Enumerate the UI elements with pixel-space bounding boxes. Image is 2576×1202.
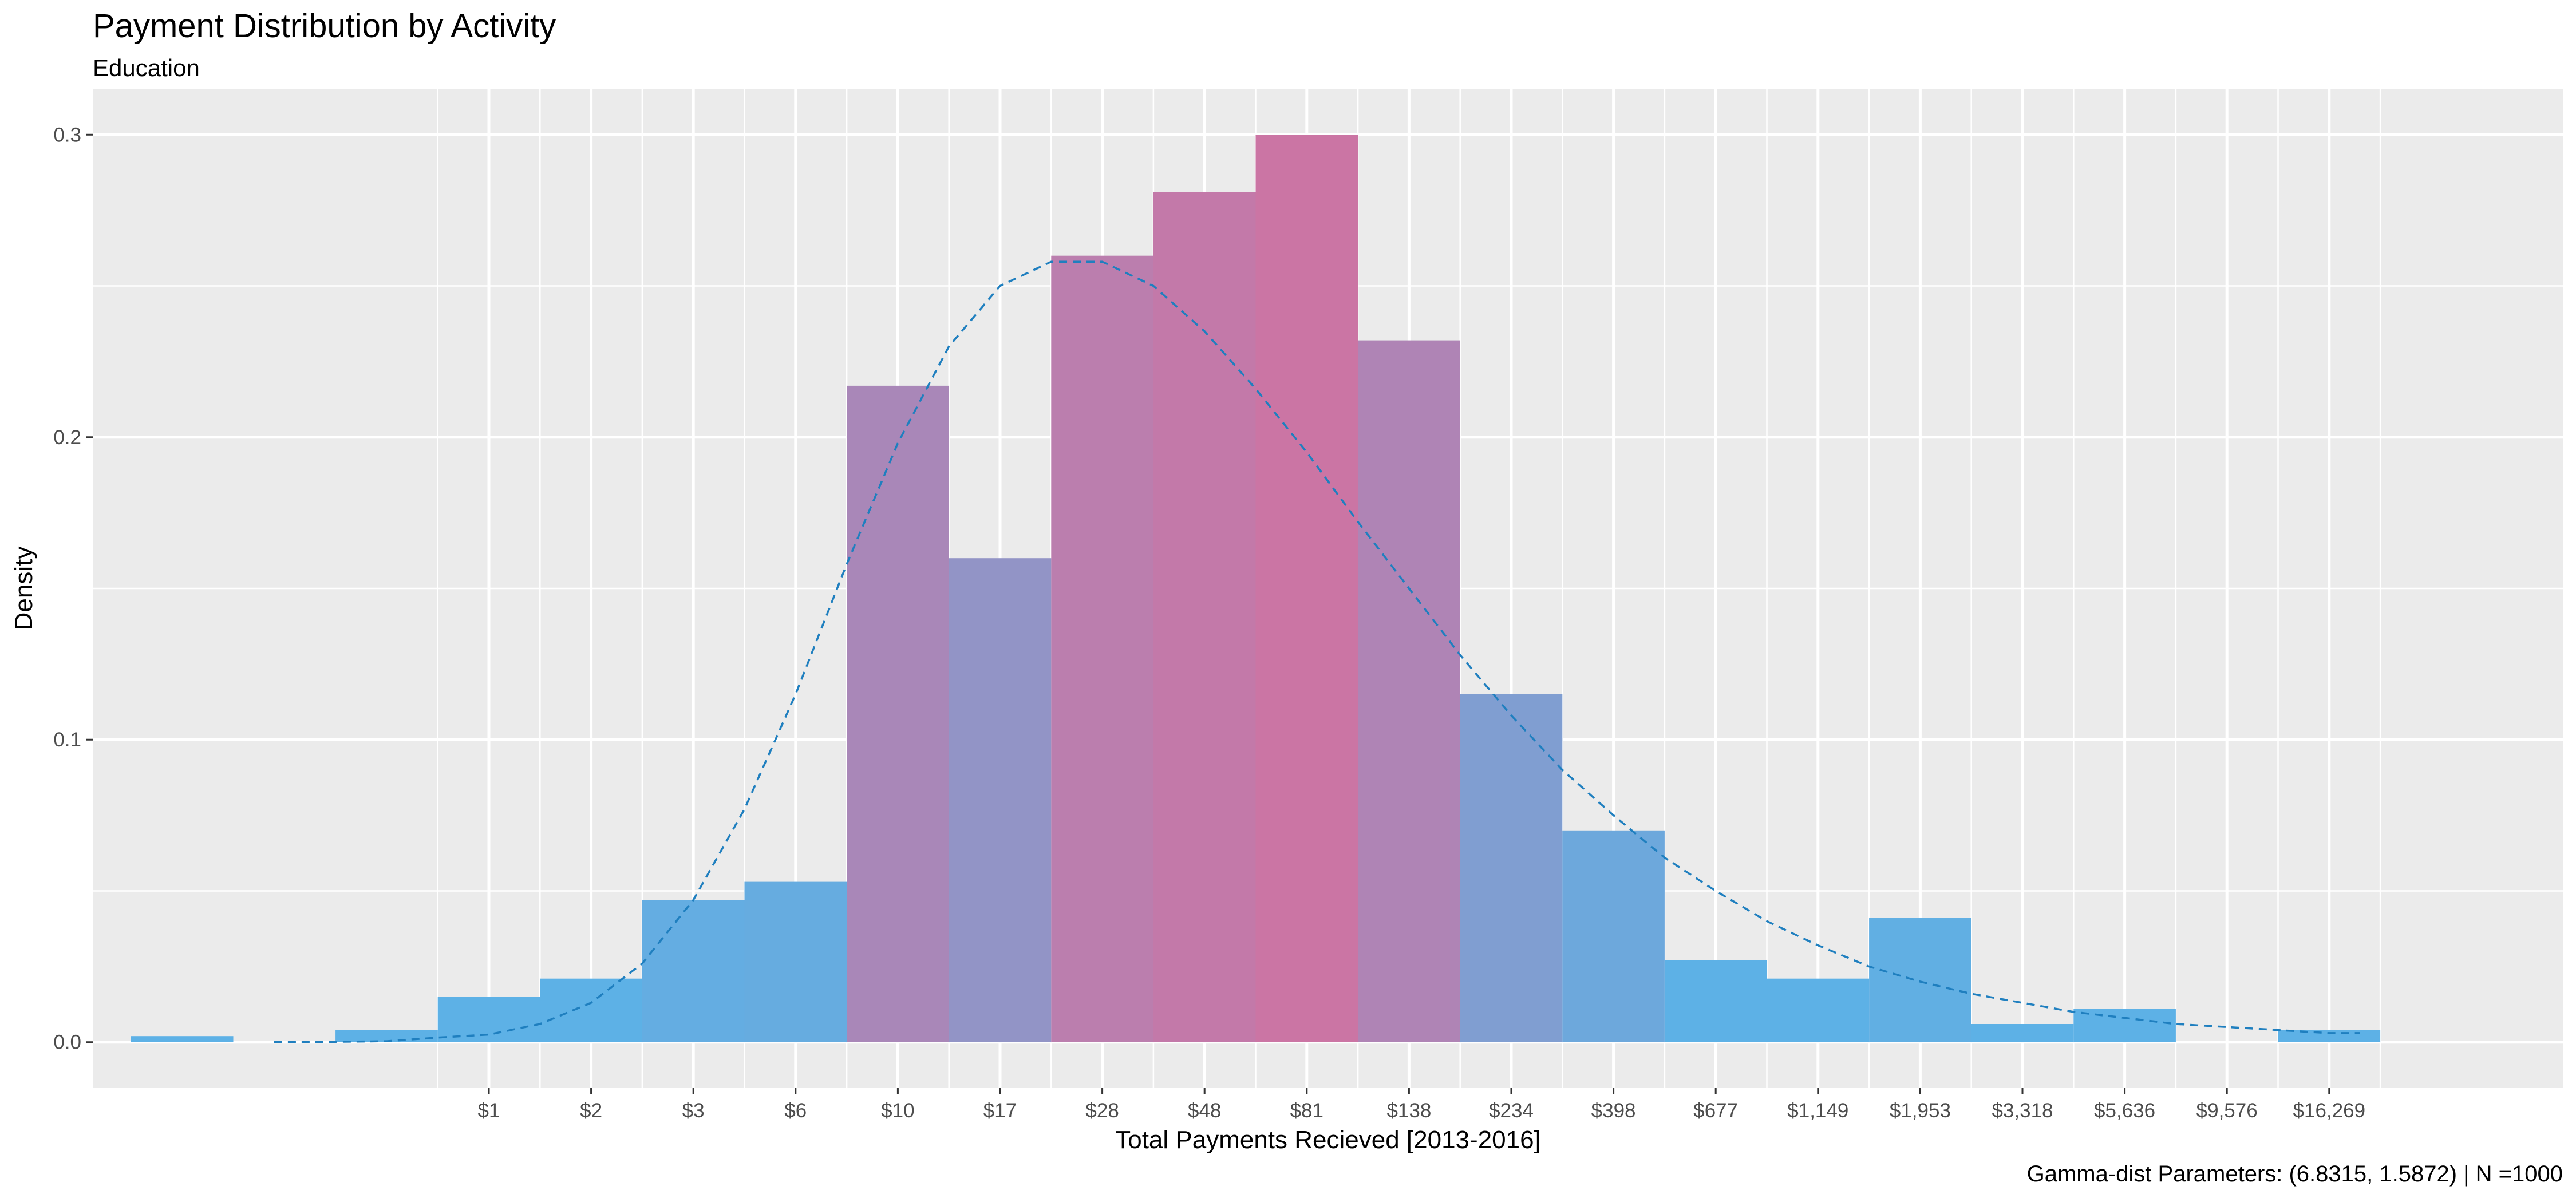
y-axis: 0.0 0.1 0.2 0.3 <box>53 124 93 1054</box>
chart-subtitle: Education <box>93 54 200 81</box>
histogram-bar <box>1869 918 1971 1042</box>
y-tick-label: 0.2 <box>53 426 81 449</box>
histogram-bar <box>949 558 1052 1042</box>
chart-title: Payment Distribution by Activity <box>93 7 556 45</box>
x-tick-label: $10 <box>881 1100 914 1122</box>
y-tick-label: 0.1 <box>53 729 81 751</box>
histogram-bar <box>642 900 745 1042</box>
histogram-bar <box>1767 978 1870 1042</box>
histogram-bar <box>131 1036 234 1042</box>
x-tick-label: $28 <box>1085 1100 1119 1122</box>
histogram-bar <box>1460 694 1563 1042</box>
y-axis-title: Density <box>10 547 38 631</box>
chart-caption: Gamma-dist Parameters: (6.8315, 1.5872) … <box>2026 1161 2563 1187</box>
x-tick-label: $16,269 <box>2293 1100 2366 1122</box>
y-tick-label: 0.0 <box>53 1031 81 1054</box>
x-tick-label: $48 <box>1188 1100 1221 1122</box>
histogram-bar <box>2073 1009 2176 1042</box>
x-tick-label: $234 <box>1489 1100 1534 1122</box>
x-tick-label: $1,149 <box>1787 1100 1848 1122</box>
histogram-bar <box>437 997 540 1042</box>
x-tick-label: $1,953 <box>1890 1100 1951 1122</box>
x-tick-label: $5,636 <box>2094 1100 2155 1122</box>
x-axis: $1 $2 $3 $6 $10 $17 $28 $48 $81 $138 $234 $398 $677 $… <box>478 1088 2366 1122</box>
x-tick-label: $3,318 <box>1992 1100 2053 1122</box>
histogram-bars <box>131 135 2381 1042</box>
gamma-fit-curve <box>274 260 2360 1043</box>
x-axis-title: Total Payments Recieved [2013-2016] <box>1115 1126 1541 1154</box>
histogram-bar <box>1971 1024 2074 1042</box>
x-tick-label: $3 <box>682 1100 705 1122</box>
histogram-bar <box>1664 960 1767 1042</box>
x-tick-label: $398 <box>1591 1100 1636 1122</box>
histogram-bar <box>744 881 847 1042</box>
histogram-bar <box>1153 192 1256 1042</box>
y-tick-label: 0.3 <box>53 124 81 146</box>
histogram-bar <box>847 385 949 1042</box>
x-tick-label: $138 <box>1386 1100 1431 1122</box>
x-tick-label: $81 <box>1290 1100 1323 1122</box>
histogram-bar <box>1255 135 1358 1042</box>
histogram-bar <box>1562 830 1665 1042</box>
histogram-bar <box>1358 340 1460 1042</box>
x-tick-label: $17 <box>983 1100 1017 1122</box>
x-tick-label: $2 <box>580 1100 602 1122</box>
histogram-bar <box>540 978 642 1042</box>
x-tick-label: $9,576 <box>2196 1100 2258 1122</box>
x-tick-label: $1 <box>478 1100 500 1122</box>
histogram-bar <box>1051 255 1153 1042</box>
x-tick-label: $6 <box>784 1100 807 1122</box>
x-tick-label: $677 <box>1693 1100 1738 1122</box>
histogram-bar <box>2278 1030 2381 1042</box>
